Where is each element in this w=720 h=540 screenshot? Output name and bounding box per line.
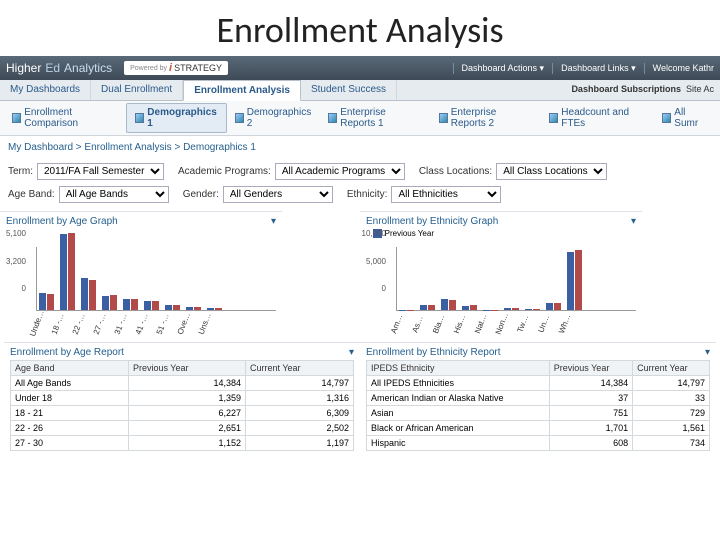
subtab-all-summary[interactable]: All Sumr: [654, 103, 716, 133]
age-chart-xlabels: Unde…18 -…22 -…27 -…31 -…41 -…51 -…Ove…U…: [30, 311, 282, 342]
chevron-down-icon[interactable]: ▾: [349, 347, 354, 358]
brand-prefix: Higher: [6, 61, 41, 75]
ethnicity-chart-xlabels: Am…As…Bla…His…Nat…Non…Tw…Un…Wh…: [390, 311, 642, 342]
subtab-demographics-2[interactable]: Demographics 2: [227, 103, 320, 133]
age-chart-panel: Enrollment by Age Graph ▾ 5,1003,2000 Und…: [0, 211, 360, 342]
brand-suffix: Ed: [45, 61, 60, 75]
ethnicity-chart: 10,0005,0000: [360, 229, 642, 311]
subtab-headcount[interactable]: Headcount and FTEs: [541, 103, 654, 133]
chevron-down-icon[interactable]: ▾: [271, 216, 276, 227]
brand-tag: Analytics: [64, 61, 112, 75]
breadcrumb: My Dashboard > Enrollment Analysis > Dem…: [0, 136, 720, 159]
dashboard-subscriptions-link[interactable]: Dashboard Subscriptions Site Ac: [565, 80, 720, 100]
cube-icon: [135, 113, 144, 123]
subtab-demographics-1[interactable]: Demographics 1: [126, 103, 226, 133]
filter-bar: Term:2011/FA Fall Semester Academic Prog…: [0, 159, 720, 211]
locations-select[interactable]: All Class Locations: [496, 163, 607, 180]
powered-by-label: Powered by: [130, 65, 167, 72]
programs-select[interactable]: All Academic Programs: [275, 163, 405, 180]
filter-ethnicity: Ethnicity:All Ethnicities: [347, 186, 502, 203]
main-tabs: My Dashboards Dual Enrollment Enrollment…: [0, 80, 720, 101]
ethnicity-chart-panel: Enrollment by Ethnicity Graph ▾ 10,0005,0…: [360, 211, 720, 342]
cube-icon: [12, 113, 21, 123]
strategy-logo: Powered by iSTRATEGY: [124, 61, 228, 75]
sub-tabs: Enrollment Comparison Demographics 1 Dem…: [0, 101, 720, 136]
cube-icon: [235, 113, 244, 123]
welcome-user: Welcome Kathr: [644, 63, 714, 74]
age-table-title: Enrollment by Age Report: [10, 347, 124, 358]
cube-icon: [328, 113, 337, 123]
tab-enrollment-analysis[interactable]: Enrollment Analysis: [183, 80, 301, 101]
strategy-i: i: [169, 62, 172, 74]
filter-locations: Class Locations:All Class Locations: [419, 163, 607, 180]
tab-dual-enrollment[interactable]: Dual Enrollment: [91, 80, 183, 100]
term-select[interactable]: 2011/FA Fall Semester: [37, 163, 164, 180]
tab-student-success[interactable]: Student Success: [301, 80, 397, 100]
cube-icon: [439, 113, 448, 123]
tables-row: Enrollment by Age Report ▾ Age BandPrevio…: [0, 342, 720, 451]
chevron-down-icon[interactable]: ▾: [705, 347, 710, 358]
charts-row: Enrollment by Age Graph ▾ 5,1003,2000 Und…: [0, 211, 720, 342]
topbar-right: Dashboard Actions ▾ Dashboard Links ▾ We…: [453, 63, 715, 74]
filter-age-band: Age Band:All Age Bands: [8, 186, 169, 203]
strategy-text: STRATEGY: [174, 63, 222, 73]
filter-programs: Academic Programs:All Academic Programs: [178, 163, 405, 180]
filter-term: Term:2011/FA Fall Semester: [8, 163, 164, 180]
gender-select[interactable]: All Genders: [223, 186, 333, 203]
dashboard-actions-link[interactable]: Dashboard Actions ▾: [453, 63, 545, 74]
ethnicity-table: IPEDS EthnicityPrevious YearCurrent Year…: [366, 360, 710, 451]
ethnicity-chart-title: Enrollment by Ethnicity Graph: [366, 216, 498, 227]
brand-logo: Higher Ed Analytics: [6, 61, 112, 75]
filter-gender: Gender:All Genders: [183, 186, 333, 203]
ethnicity-table-panel: Enrollment by Ethnicity Report ▾ IPEDS Et…: [360, 342, 716, 451]
cube-icon: [549, 113, 558, 123]
chevron-down-icon[interactable]: ▾: [631, 216, 636, 227]
tab-my-dashboards[interactable]: My Dashboards: [0, 80, 91, 100]
age-chart: 5,1003,2000: [0, 229, 282, 311]
age-table-panel: Enrollment by Age Report ▾ Age BandPrevio…: [4, 342, 360, 451]
slide-title: Enrollment Analysis: [0, 0, 720, 56]
age-band-select[interactable]: All Age Bands: [59, 186, 169, 203]
dashboard-links-link[interactable]: Dashboard Links ▾: [552, 63, 636, 74]
ethnicity-table-title: Enrollment by Ethnicity Report: [366, 347, 501, 358]
cube-icon: [662, 113, 671, 123]
subtab-enterprise-2[interactable]: Enterprise Reports 2: [431, 103, 542, 133]
topbar: HigherEd Analytics Powered by iSTRATEGY …: [0, 56, 720, 80]
subtab-enrollment-comparison[interactable]: Enrollment Comparison: [4, 103, 126, 133]
subtab-enterprise-1[interactable]: Enterprise Reports 1: [320, 103, 431, 133]
ethnicity-select[interactable]: All Ethnicities: [391, 186, 501, 203]
age-table: Age BandPrevious YearCurrent YearAll Age…: [10, 360, 354, 451]
age-chart-title: Enrollment by Age Graph: [6, 216, 118, 227]
